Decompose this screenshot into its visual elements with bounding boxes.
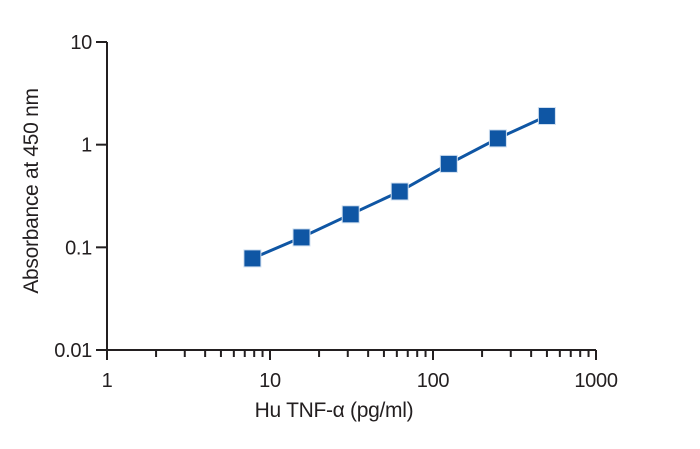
data-point-marker [488, 129, 507, 148]
x-tick-label: 10 [259, 370, 281, 392]
axes: 0.01 0.1 1 10 1 10 100 1000 [54, 32, 618, 392]
y-axis-title: Absorbance at 450 nm [20, 88, 43, 293]
data-point-marker [292, 228, 311, 247]
y-tick-label: 0.1 [65, 237, 92, 259]
x-tick-label: 100 [417, 370, 450, 392]
data-point-marker [341, 205, 360, 224]
x-axis-title: Hu TNF-α (pg/ml) [255, 399, 414, 422]
y-tick-label: 1 [81, 135, 92, 157]
data-point-marker [439, 154, 458, 173]
x-tick-label: 1 [102, 370, 113, 392]
y-tick-label: 0.01 [54, 340, 92, 362]
x-tick-label: 1000 [574, 370, 617, 392]
data-point-marker [390, 182, 409, 201]
data-point-marker [537, 107, 556, 125]
series [243, 107, 556, 268]
data-point-marker [243, 249, 262, 268]
y-tick-label: 10 [70, 32, 92, 54]
